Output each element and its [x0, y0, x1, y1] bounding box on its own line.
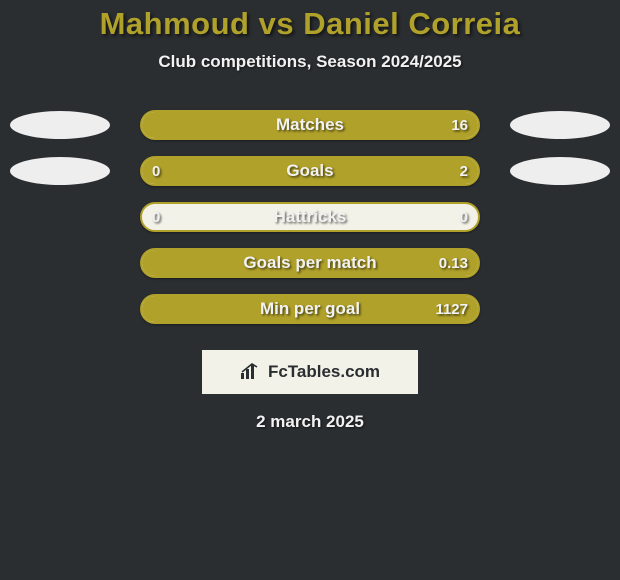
team-badge-left [10, 157, 110, 185]
stat-rows-container: Matches16Goals02Hattricks00Goals per mat… [0, 110, 620, 324]
stat-label: Min per goal [142, 296, 478, 322]
stat-label: Goals [142, 158, 478, 184]
stat-row: Goals0 2 [0, 156, 620, 186]
stat-row: Matches16 [0, 110, 620, 140]
stat-value-right: 1127 [435, 296, 468, 322]
stat-bar: Goals0 2 [140, 156, 480, 186]
date-line: 2 march 2025 [0, 412, 620, 432]
team-badge-right [510, 157, 610, 185]
stat-label: Matches [142, 112, 478, 138]
team-badge-left [10, 111, 110, 139]
brand-text: FcTables.com [268, 362, 380, 382]
stat-row: Hattricks0 0 [0, 202, 620, 232]
stat-bar: Matches16 [140, 110, 480, 140]
stat-bar: Goals per match0.13 [140, 248, 480, 278]
stat-value-right: 0 [460, 204, 468, 230]
stat-bar: Hattricks0 0 [140, 202, 480, 232]
stat-label: Hattricks [142, 204, 478, 230]
page-subtitle: Club competitions, Season 2024/2025 [0, 52, 620, 72]
stat-label: Goals per match [142, 250, 478, 276]
bar-chart-icon [240, 363, 262, 381]
page-title: Mahmoud vs Daniel Correia [0, 0, 620, 42]
stat-row: Min per goal1127 [0, 294, 620, 324]
stat-value-left: 0 [152, 158, 160, 184]
team-badge-right [510, 111, 610, 139]
comparison-infographic: Mahmoud vs Daniel Correia Club competiti… [0, 0, 620, 580]
stat-bar: Min per goal1127 [140, 294, 480, 324]
stat-row: Goals per match0.13 [0, 248, 620, 278]
stat-value-right: 2 [460, 158, 468, 184]
stat-value-right: 0.13 [439, 250, 468, 276]
brand-badge: FcTables.com [202, 350, 418, 394]
stat-value-left: 0 [152, 204, 160, 230]
stat-value-right: 16 [451, 112, 468, 138]
